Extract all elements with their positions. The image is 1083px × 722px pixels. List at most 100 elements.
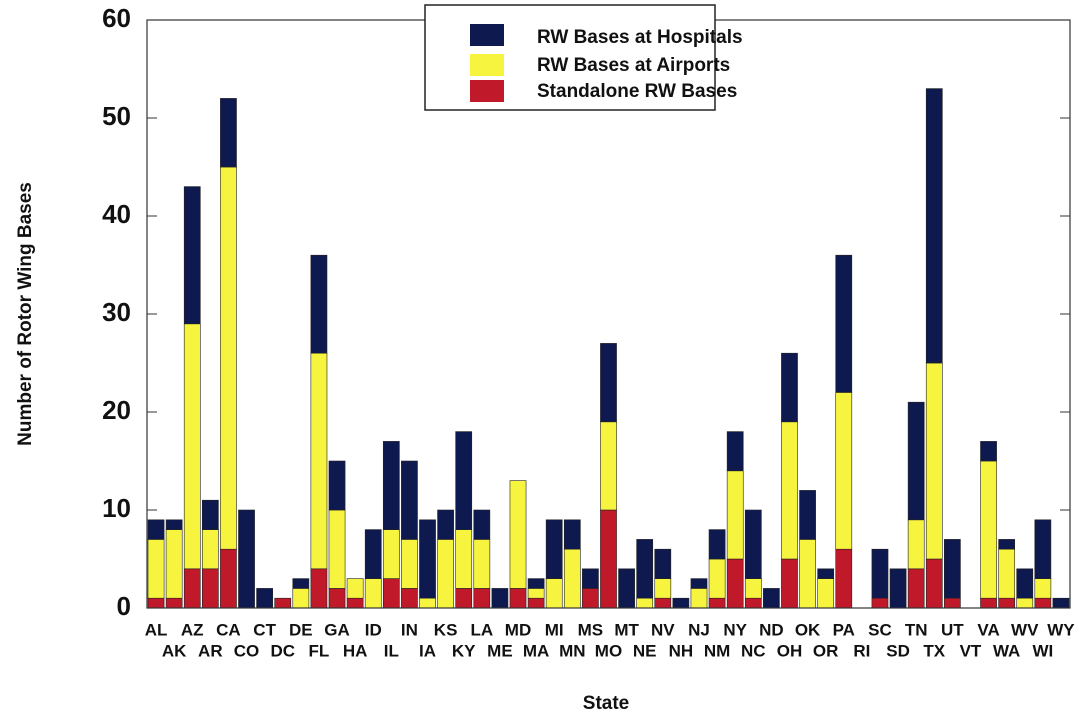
- bar-segment: [310, 254, 328, 354]
- bar-segment: [835, 254, 853, 393]
- x-tick-label: WA: [993, 641, 1020, 660]
- y-tick-label: 10: [102, 493, 131, 523]
- x-tick-label: PA: [833, 620, 855, 639]
- x-tick-label: IN: [401, 620, 418, 639]
- bar-segment: [455, 588, 473, 609]
- bar-segment: [545, 578, 563, 609]
- x-tick-label: DE: [289, 620, 313, 639]
- bar-segment: [220, 548, 237, 609]
- bar-segment: [925, 558, 943, 609]
- x-tick-label: VA: [977, 620, 999, 639]
- bar-segment: [1052, 597, 1070, 609]
- bar-segment: [346, 578, 364, 599]
- legend-swatch: [470, 80, 504, 102]
- bar-segment: [183, 186, 201, 325]
- x-tick-label: NH: [669, 641, 694, 660]
- bar-segment: [473, 588, 491, 609]
- bar-segment: [1034, 578, 1052, 599]
- x-tick-label: VT: [960, 641, 982, 660]
- bar-segment: [563, 519, 581, 550]
- bar-segment: [527, 578, 545, 589]
- x-tick-label: UT: [941, 620, 964, 639]
- bar-segment: [799, 490, 816, 540]
- x-tick-label: DC: [270, 641, 295, 660]
- bar-segment: [998, 539, 1016, 550]
- bar-segment: [600, 343, 617, 423]
- bar-segment: [419, 597, 436, 609]
- x-tick-label: GA: [324, 620, 350, 639]
- x-tick-label: CT: [253, 620, 276, 639]
- bar-segment: [364, 529, 382, 579]
- bar-segment: [328, 588, 346, 609]
- bar-segment: [183, 568, 201, 609]
- bar-segment: [980, 597, 997, 609]
- x-tick-label: AZ: [181, 620, 204, 639]
- x-tick-label: MS: [578, 620, 604, 639]
- bar-segment: [455, 529, 473, 589]
- bar-segment: [980, 460, 997, 599]
- bar-segment: [690, 588, 708, 609]
- y-tick-label: 20: [102, 395, 131, 425]
- bar-segment: [1034, 519, 1052, 579]
- bar-segment: [1034, 597, 1052, 609]
- bar-segment: [744, 509, 762, 579]
- x-tick-label: MT: [614, 620, 639, 639]
- bar-segment: [473, 539, 491, 589]
- bar-segment: [708, 597, 726, 609]
- y-tick-label: 50: [102, 101, 131, 131]
- bar-segment: [600, 421, 617, 511]
- bar-segment: [256, 588, 273, 609]
- bar-segment: [654, 597, 672, 609]
- bar-segment: [708, 529, 726, 560]
- legend-swatch: [470, 24, 504, 46]
- x-tick-label: AR: [198, 641, 223, 660]
- x-tick-label: CA: [216, 620, 241, 639]
- bar-segment: [817, 568, 835, 579]
- bar-segment: [201, 499, 219, 530]
- bar-segment: [582, 568, 599, 589]
- bar-segment: [201, 568, 219, 609]
- bar-segment: [907, 568, 925, 609]
- x-tick-label: IL: [384, 641, 399, 660]
- bar-segment: [310, 352, 328, 570]
- bar-segment: [147, 597, 165, 609]
- x-tick-label: RI: [853, 641, 870, 660]
- bar-segment: [726, 558, 744, 609]
- bar-segment: [799, 539, 816, 609]
- x-tick-label: KS: [434, 620, 458, 639]
- bar-segment: [781, 352, 798, 423]
- x-tick-label: NY: [723, 620, 747, 639]
- bar-segment: [147, 539, 165, 599]
- bar-segment: [781, 558, 798, 609]
- x-tick-label: NM: [704, 641, 730, 660]
- bar-segment: [925, 362, 943, 560]
- bar-segment: [636, 539, 654, 599]
- legend-label: RW Bases at Airports: [537, 55, 730, 76]
- x-tick-label: MD: [505, 620, 531, 639]
- x-tick-label: MA: [523, 641, 549, 660]
- bar-segment: [618, 568, 635, 609]
- bar-segment: [563, 548, 581, 609]
- bar-segment: [364, 578, 382, 609]
- bar-segment: [292, 588, 310, 609]
- x-tick-label: SC: [868, 620, 892, 639]
- bar-segment: [382, 578, 400, 609]
- x-tick-label: NJ: [688, 620, 710, 639]
- x-tick-label: NV: [651, 620, 675, 639]
- bar-segment: [437, 509, 454, 540]
- x-tick-label: ID: [365, 620, 382, 639]
- bar-segment: [401, 539, 418, 589]
- x-tick-label: WY: [1047, 620, 1075, 639]
- x-axis-label: State: [583, 693, 629, 714]
- x-tick-label: ME: [487, 641, 513, 660]
- bar-segment: [220, 166, 237, 550]
- bar-segment: [763, 588, 780, 609]
- bar-segment: [726, 470, 744, 560]
- x-tick-label: FL: [309, 641, 330, 660]
- bar-segment: [401, 588, 418, 609]
- legend-label: Standalone RW Bases: [537, 81, 737, 102]
- y-tick-label: 40: [102, 199, 131, 229]
- x-tick-label: TX: [923, 641, 945, 660]
- x-tick-label: LA: [470, 620, 493, 639]
- x-tick-label: WI: [1032, 641, 1053, 660]
